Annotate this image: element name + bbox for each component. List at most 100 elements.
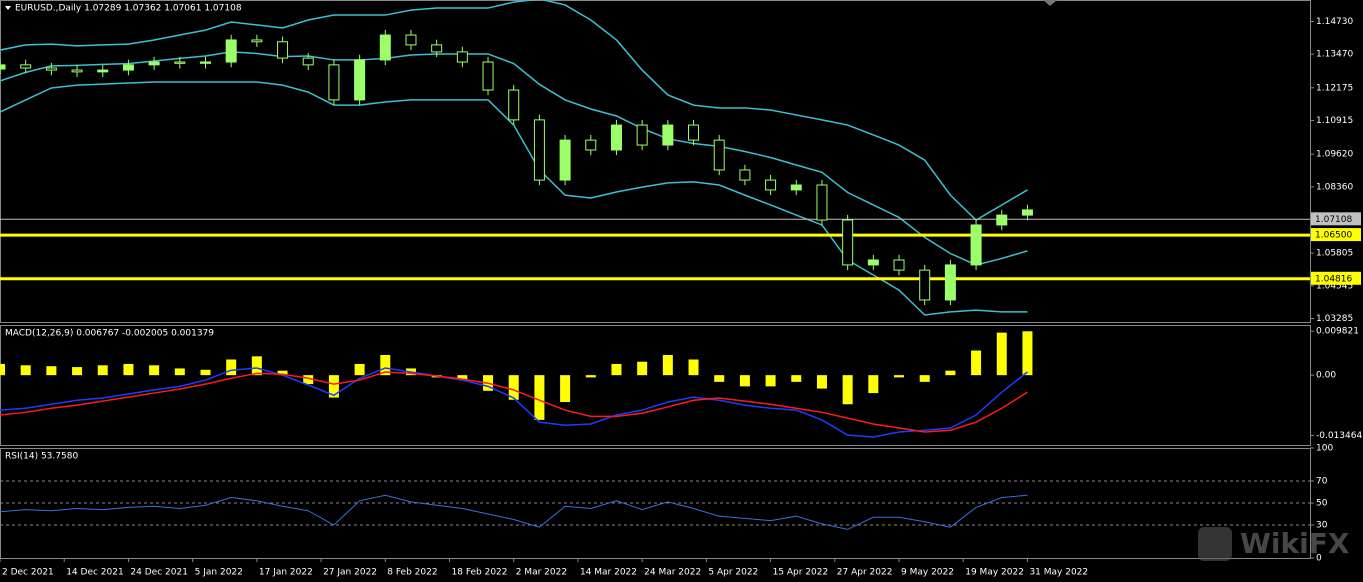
- macd-bar: [72, 367, 83, 376]
- candle-body: [688, 124, 700, 141]
- x-tick-label: 31 May 2022: [1029, 568, 1088, 578]
- y-tick-label: 30: [1316, 521, 1328, 531]
- level-label: 1.04816: [1315, 274, 1352, 284]
- macd-bar: [971, 350, 982, 376]
- level-label-box: [1311, 228, 1361, 242]
- candle-body: [354, 59, 366, 101]
- y-tick-label: 1.10915: [1316, 116, 1353, 126]
- candle-body: [174, 61, 186, 64]
- candle-body: [431, 44, 443, 53]
- macd-bar: [816, 375, 827, 389]
- y-tick-label: 1.13470: [1316, 50, 1353, 60]
- y-tick-label: 1.05805: [1316, 249, 1353, 259]
- y-tick-label: 1.12175: [1316, 83, 1353, 93]
- current-price-label-box: [1311, 212, 1361, 226]
- menu-triangle[interactable]: [5, 6, 11, 10]
- x-tick-label: 24 Mar 2022: [644, 568, 701, 578]
- macd-bar: [585, 375, 596, 378]
- candle-body: [842, 219, 854, 266]
- x-tick-label: 2 Mar 2022: [516, 568, 567, 578]
- macd-bar: [20, 365, 31, 376]
- x-tick-label: 19 May 2022: [965, 568, 1024, 578]
- macd-bar: [1022, 331, 1033, 376]
- macd-bar: [380, 355, 391, 376]
- candle-body: [970, 224, 982, 266]
- candle-body: [739, 169, 751, 181]
- candle-body: [405, 34, 417, 46]
- chart-header: EURUSD.,Daily 1.07289 1.07362 1.07061 1.…: [15, 4, 242, 14]
- macd-bar: [149, 365, 160, 376]
- macd-bar: [894, 375, 905, 378]
- macd-bar: [688, 359, 699, 376]
- macd-bar: [200, 369, 211, 376]
- x-tick-label: 15 Apr 2022: [773, 568, 829, 578]
- x-tick-label: 17 Jan 2022: [259, 568, 313, 578]
- candle-body: [636, 124, 648, 146]
- candle-body: [508, 89, 520, 121]
- candle-body: [199, 61, 211, 64]
- y-tick-label: 1.08360: [1316, 182, 1353, 192]
- y-tick-label: 0.009821: [1316, 327, 1359, 337]
- candle-body: [379, 34, 391, 61]
- macd-bar: [765, 375, 776, 387]
- macd-bar: [662, 355, 673, 376]
- candle-body: [0, 64, 6, 70]
- y-tick-label: 1.03285: [1316, 314, 1353, 324]
- rsi-line: [0, 494, 1028, 530]
- macd-bar: [123, 363, 134, 376]
- y-tick-label: -0.013464: [1316, 431, 1362, 441]
- candle-body: [456, 51, 468, 63]
- candle-body: [610, 124, 622, 151]
- macd-bar: [560, 375, 571, 403]
- candle-body: [1021, 209, 1033, 216]
- candle-body: [97, 69, 109, 73]
- macd-bar: [174, 368, 185, 376]
- macd-bar: [251, 356, 262, 376]
- candle-body: [20, 64, 32, 69]
- candle-body: [559, 139, 571, 181]
- rsi-layer: [0, 480, 1310, 530]
- macd-bar: [508, 375, 519, 400]
- x-tick-label: 27 Apr 2022: [837, 568, 893, 578]
- x-tick-label: 27 Jan 2022: [323, 568, 377, 578]
- candle-body: [944, 264, 956, 301]
- candle-body: [919, 269, 931, 301]
- macd-title: MACD(12,26,9) 0.006767 -0.002005 0.00137…: [5, 329, 214, 339]
- macd-bar: [842, 375, 853, 405]
- candle-body: [71, 69, 83, 73]
- x-tick-label: 24 Dec 2021: [130, 568, 188, 578]
- axis-layer: 1.14730 1.13470 1.12175 1.10915 1.09620 1.083…: [0, 17, 1362, 578]
- candle-body: [713, 139, 725, 171]
- bollinger-upper: [0, 0, 1028, 221]
- macd-bar: [919, 375, 930, 382]
- bollinger-middle: [0, 51, 1028, 266]
- macd-bar: [277, 370, 288, 376]
- watermark-icon: [1198, 527, 1232, 561]
- y-tick-label: 0.00: [1316, 371, 1336, 381]
- macd-bar: [0, 363, 5, 376]
- candle-body: [122, 64, 134, 71]
- candle-body: [585, 139, 597, 151]
- y-tick-label: 1.14730: [1316, 17, 1353, 27]
- x-tick-label: 5 Jan 2022: [195, 568, 243, 578]
- y-tick-label: 0: [1316, 554, 1322, 564]
- candle-body: [662, 124, 674, 146]
- macd-bar: [637, 361, 648, 376]
- y-tick-label: 50: [1316, 499, 1328, 509]
- macd-bar: [945, 370, 956, 376]
- macd-bar: [611, 363, 622, 376]
- macd-bar: [46, 366, 57, 376]
- macd-layer: [0, 331, 1033, 438]
- y-tick-label: 1.09620: [1316, 150, 1353, 160]
- macd-bar: [226, 359, 237, 376]
- y-tick-label: 70: [1316, 477, 1328, 487]
- candle-body: [790, 184, 802, 191]
- candle-body: [816, 184, 828, 221]
- macd-bar: [534, 375, 545, 420]
- candle-body: [225, 39, 237, 63]
- rsi-title: RSI(14) 53.7580: [5, 452, 78, 462]
- level-label: 1.06500: [1315, 231, 1352, 241]
- candle-body: [893, 259, 905, 271]
- candle-body: [765, 179, 777, 191]
